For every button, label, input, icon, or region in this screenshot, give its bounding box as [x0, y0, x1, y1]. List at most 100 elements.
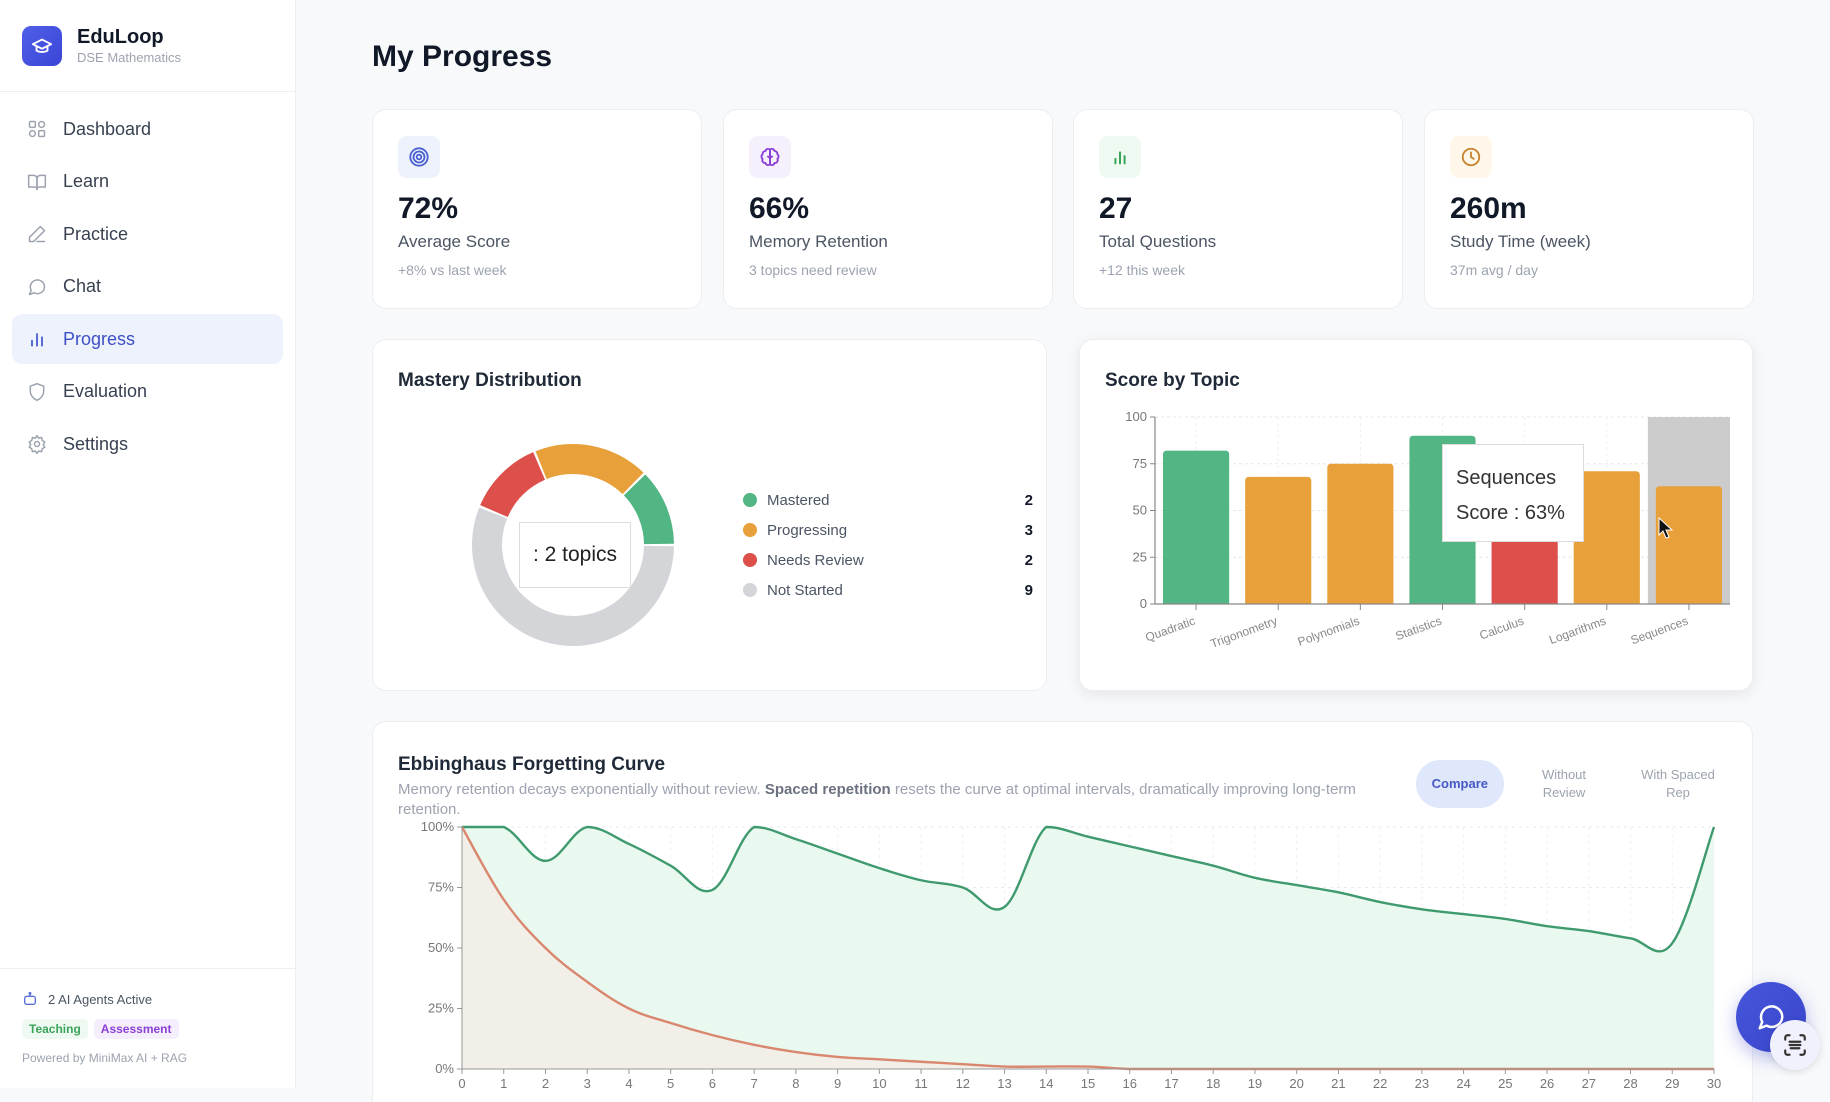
mouse-cursor-icon	[1658, 517, 1674, 539]
y-tick-label: 100%	[421, 819, 455, 834]
bar-polynomials[interactable]	[1327, 463, 1394, 604]
bar-tooltip-title: Sequences	[1456, 467, 1557, 489]
stat-card-average-score: 72% Average Score +8% vs last week	[372, 109, 702, 309]
x-tick-label: 26	[1540, 1076, 1554, 1091]
sidebar-item-settings[interactable]: Settings	[12, 419, 283, 469]
sidebar-item-label: Practice	[63, 223, 129, 244]
shield-icon	[26, 381, 48, 403]
mastery-donut-chart	[472, 444, 674, 646]
sidebar-item-practice[interactable]: Practice	[12, 209, 283, 259]
sidebar-item-evaluation[interactable]: Evaluation	[12, 367, 283, 417]
description-text: resets the curve at optimal intervals, d…	[398, 781, 1356, 818]
x-tick-label: 28	[1623, 1076, 1637, 1091]
clock-icon	[1450, 136, 1492, 178]
y-tick-label: 0%	[435, 1061, 454, 1076]
legend-dot	[743, 553, 757, 567]
bot-icon	[24, 991, 36, 1005]
y-tick-label: 25%	[428, 1001, 454, 1016]
legend-label: Not Started	[767, 581, 843, 599]
mastery-legend: Mastered 2 Progressing 3 Needs Review 2 Not St…	[743, 485, 1033, 605]
x-tick-label: 1	[500, 1076, 507, 1091]
x-tick-label: 30	[1707, 1076, 1721, 1091]
x-tick-label: 0	[458, 1076, 465, 1091]
legend-dot	[743, 523, 757, 537]
y-tick-label: 75%	[428, 880, 454, 895]
donut-slice-not-started[interactable]	[472, 507, 674, 646]
sidebar-item-learn[interactable]: Learn	[12, 157, 283, 207]
legend-label: Progressing	[767, 521, 848, 539]
sidebar-item-dashboard[interactable]: Dashboard	[12, 104, 283, 154]
area-without-review	[462, 827, 1714, 1069]
sidebar: EduLoop DSE Mathematics Dashboard Learn …	[0, 0, 296, 1088]
y-tick-label: 100	[1125, 409, 1147, 424]
x-tick-label: Quadratic	[1143, 614, 1197, 645]
legend-label: Needs Review	[767, 551, 864, 569]
donut-tooltip: : 2 topics	[519, 522, 631, 588]
x-tick-label: 29	[1665, 1076, 1679, 1091]
x-tick-label: Sequences	[1629, 614, 1690, 648]
grid-icon	[26, 118, 48, 140]
bar-trigonometry[interactable]	[1245, 476, 1312, 604]
mode-spaced-rep-button[interactable]: With Spaced Rep	[1641, 767, 1715, 800]
x-tick-label: 24	[1456, 1076, 1470, 1091]
x-tick-label: 9	[834, 1076, 841, 1091]
donut-slice-needs-review[interactable]	[480, 452, 546, 518]
legend-count: 9	[1024, 581, 1033, 599]
tag-teaching: Teaching	[22, 1019, 88, 1039]
mode-compare-button[interactable]: Compare	[1415, 760, 1504, 808]
stat-value: 27	[1099, 192, 1133, 225]
pencil-icon	[26, 223, 48, 245]
donut-slice-progressing[interactable]	[535, 444, 644, 495]
line-with-spaced-rep[interactable]	[461, 825, 1716, 953]
legend-item-needs-review: Needs Review 2	[743, 545, 1033, 575]
agents-status-text: 2 AI Agents Active	[48, 991, 153, 1007]
graduation-cap-icon	[22, 25, 62, 66]
sidebar-item-progress[interactable]: Progress	[12, 314, 283, 364]
legend-count: 2	[1024, 551, 1033, 569]
bar-sequences[interactable]	[1655, 486, 1722, 604]
sidebar-footer: 2 AI Agents Active Teaching Assessment P…	[0, 968, 295, 1088]
scan-text-icon	[1784, 1034, 1806, 1056]
score-by-topic-card: Score by Topic 0 25 50 75 100 Quadratic Trigon…	[1079, 339, 1753, 691]
y-tick-label: 0	[1140, 596, 1147, 611]
score-bar-chart: 0 25 50 75 100 Quadratic Trigonometry Polynomia…	[1125, 409, 1730, 651]
x-tick-label: Trigonometry	[1208, 614, 1279, 651]
x-tick-label: Calculus	[1478, 614, 1526, 643]
x-tick-label: 5	[667, 1076, 674, 1091]
x-tick-label: 22	[1373, 1076, 1387, 1091]
area-with-spaced-rep	[462, 827, 1714, 1069]
stat-sub: 3 topics need review	[749, 262, 877, 278]
donut-slice-mastered[interactable]	[623, 474, 674, 545]
x-tick-label: 18	[1206, 1076, 1220, 1091]
powered-by: Powered by MiniMax AI + RAG	[22, 1051, 188, 1065]
x-tick-label: 15	[1081, 1076, 1095, 1091]
bar-quadratic[interactable]	[1163, 450, 1230, 604]
mode-without-review-button[interactable]: Without Review	[1541, 767, 1587, 800]
stat-value: 260m	[1450, 192, 1527, 225]
brain-icon	[749, 136, 791, 178]
target-icon	[398, 136, 440, 178]
legend-count: 3	[1024, 521, 1033, 539]
card-title: Ebbinghaus Forgetting Curve	[398, 754, 666, 775]
y-tick-label: 50	[1133, 503, 1147, 518]
x-tick-label: 4	[625, 1076, 632, 1091]
bar-logarithms[interactable]	[1573, 471, 1640, 604]
card-title: Score by Topic	[1105, 370, 1240, 391]
sidebar-item-label: Dashboard	[63, 118, 152, 139]
stat-value: 66%	[749, 192, 810, 225]
card-title: Mastery Distribution	[398, 370, 582, 391]
stat-sub: +12 this week	[1099, 262, 1185, 278]
sidebar-item-chat[interactable]: Chat	[12, 262, 283, 312]
forgetting-description: Memory retention decays exponentially wi…	[398, 780, 1418, 820]
bar-tooltip: Sequences Score : 63%	[1442, 444, 1584, 542]
mastery-distribution-card: Mastery Distribution : 2 topics Mastered…	[372, 339, 1047, 691]
legend-label: Mastered	[767, 491, 830, 509]
curve-mode-toggle: Compare Without Review With Spaced Rep	[1415, 760, 1722, 808]
x-tick-label: 20	[1289, 1076, 1303, 1091]
page-title: My Progress	[372, 40, 553, 73]
x-tick-label: Statistics	[1394, 614, 1444, 644]
book-open-icon	[26, 171, 48, 193]
sidebar-item-label: Learn	[63, 171, 110, 191]
scan-text-button[interactable]	[1770, 1020, 1820, 1070]
sidebar-item-label: Evaluation	[63, 381, 148, 401]
